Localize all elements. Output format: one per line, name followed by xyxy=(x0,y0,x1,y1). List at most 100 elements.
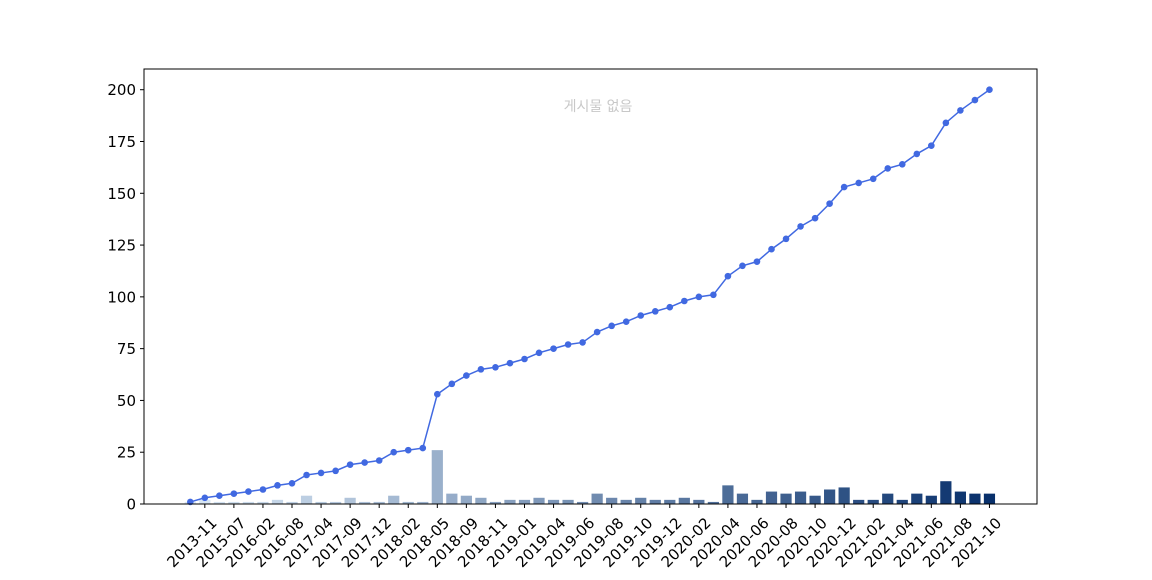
bar xyxy=(577,501,589,504)
line-point xyxy=(913,150,921,158)
line-point xyxy=(419,444,427,452)
cumulative-line xyxy=(190,89,990,503)
line-point xyxy=(506,359,514,367)
line-point xyxy=(942,119,950,127)
bar xyxy=(824,489,836,504)
line-point xyxy=(535,349,543,357)
bar xyxy=(402,501,414,504)
bar xyxy=(620,499,632,504)
bar xyxy=(330,501,342,504)
bar xyxy=(489,501,502,504)
bar xyxy=(199,499,211,504)
line-point xyxy=(375,457,383,464)
line-point xyxy=(230,490,238,497)
bar xyxy=(882,493,894,504)
bar xyxy=(896,499,908,504)
line-point xyxy=(971,96,979,104)
bar xyxy=(867,499,879,504)
line-point xyxy=(695,293,703,301)
y-tick-label: 25 xyxy=(117,444,136,462)
bar xyxy=(591,493,603,504)
y-tick-label: 0 xyxy=(126,496,136,514)
line-point xyxy=(317,469,325,477)
bar xyxy=(388,495,400,504)
bar xyxy=(562,499,574,504)
bar xyxy=(228,501,240,504)
y-tick-label: 125 xyxy=(107,237,136,255)
bar xyxy=(446,493,458,504)
line-point xyxy=(869,175,877,183)
bar xyxy=(257,501,269,504)
y-tick-label: 75 xyxy=(117,340,136,358)
line-point xyxy=(724,272,732,280)
bar xyxy=(359,501,371,504)
bar xyxy=(736,493,749,504)
line-point xyxy=(564,341,572,348)
line-point xyxy=(346,461,354,468)
bar xyxy=(925,495,937,504)
line-point xyxy=(216,492,223,500)
bar xyxy=(765,491,778,504)
line-point xyxy=(768,245,775,253)
bar xyxy=(664,499,676,504)
bar xyxy=(780,493,792,504)
plot-frame xyxy=(143,68,1038,505)
y-axis: 0 25 50 75 100 125 150 175 200 xyxy=(107,81,144,514)
bar xyxy=(983,493,996,504)
bar xyxy=(635,497,647,504)
line-point xyxy=(811,214,819,222)
bar xyxy=(649,499,661,504)
line-point xyxy=(622,318,630,326)
bar xyxy=(838,487,850,504)
bar xyxy=(794,491,807,504)
line-point xyxy=(651,308,659,315)
y-tick-label: 200 xyxy=(107,81,136,99)
bar xyxy=(518,499,531,504)
line-point xyxy=(463,372,470,379)
line-point xyxy=(797,223,804,230)
line-point xyxy=(826,200,833,207)
line-point xyxy=(288,479,296,487)
y-tick-label: 100 xyxy=(107,288,136,306)
line-point xyxy=(390,448,398,456)
bar xyxy=(954,491,966,504)
chart-annotation: 게시물 없음 xyxy=(564,99,633,115)
line-point xyxy=(681,297,688,305)
line-point xyxy=(274,482,281,489)
bar xyxy=(911,493,923,504)
bar xyxy=(431,450,443,504)
line-point xyxy=(753,258,761,265)
bar xyxy=(417,501,429,504)
line-point xyxy=(898,160,906,168)
line-point xyxy=(957,107,964,114)
line-point xyxy=(448,380,456,388)
line-point xyxy=(928,142,935,149)
bar xyxy=(693,499,705,504)
line-point xyxy=(710,291,717,299)
bar xyxy=(242,501,255,504)
line-point xyxy=(477,366,485,373)
y-tick-label: 50 xyxy=(117,392,136,410)
bar xyxy=(344,497,356,504)
line-point xyxy=(855,179,862,187)
bar xyxy=(678,497,690,504)
line-point xyxy=(884,165,892,172)
bar xyxy=(809,495,821,504)
line-point xyxy=(782,235,790,243)
y-tick-label: 150 xyxy=(107,185,136,203)
bar xyxy=(286,501,298,504)
line-point xyxy=(521,355,528,363)
line-point xyxy=(245,488,252,495)
line-point xyxy=(404,446,412,454)
bar xyxy=(547,499,560,504)
line-point xyxy=(332,467,339,475)
bar xyxy=(300,495,313,504)
line-layer xyxy=(187,86,993,506)
y-tick-label: 175 xyxy=(107,133,136,151)
line-point xyxy=(550,345,557,352)
line-point xyxy=(986,86,993,94)
bar xyxy=(533,497,545,504)
bar xyxy=(271,499,284,504)
